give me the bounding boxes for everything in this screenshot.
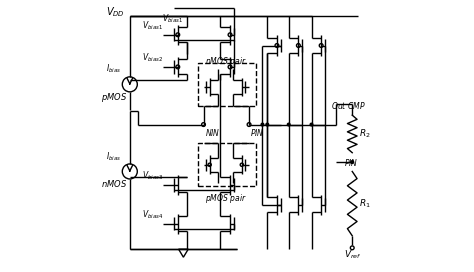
Text: $V_{bias4}$: $V_{bias4}$	[142, 209, 164, 221]
Text: $PIN$: $PIN$	[344, 157, 358, 168]
Circle shape	[287, 123, 290, 126]
Text: $PIN$: $PIN$	[250, 127, 265, 138]
Text: $V_{DD}$: $V_{DD}$	[106, 5, 125, 19]
Text: $V_{bias3}$: $V_{bias3}$	[142, 170, 164, 182]
Text: $pMOS\ pair$: $pMOS\ pair$	[205, 191, 247, 205]
Text: $pMOS$: $pMOS$	[100, 91, 127, 104]
Bar	[198, 143, 256, 186]
Circle shape	[266, 123, 269, 126]
Text: $V_{bias1}$: $V_{bias1}$	[142, 20, 164, 32]
Text: $V_{ref}$: $V_{ref}$	[344, 248, 362, 261]
Text: $R_1$: $R_1$	[359, 197, 371, 210]
Bar	[198, 63, 256, 106]
Text: $I_{bias}$: $I_{bias}$	[106, 63, 121, 75]
Text: $nMOS$: $nMOS$	[100, 178, 127, 189]
Text: $R_2$: $R_2$	[359, 128, 371, 140]
Text: $V_{bias2}$: $V_{bias2}$	[142, 52, 164, 64]
Text: $NIN$: $NIN$	[205, 127, 220, 138]
Text: $V_{bias1}$: $V_{bias1}$	[162, 13, 183, 25]
Circle shape	[261, 123, 264, 126]
Text: $nMOS\ pair$: $nMOS\ pair$	[205, 55, 247, 68]
Circle shape	[310, 123, 313, 126]
Text: $Out\ CMP$: $Out\ CMP$	[331, 100, 365, 111]
Circle shape	[351, 161, 354, 163]
Text: $I_{bias}$: $I_{bias}$	[106, 151, 121, 163]
